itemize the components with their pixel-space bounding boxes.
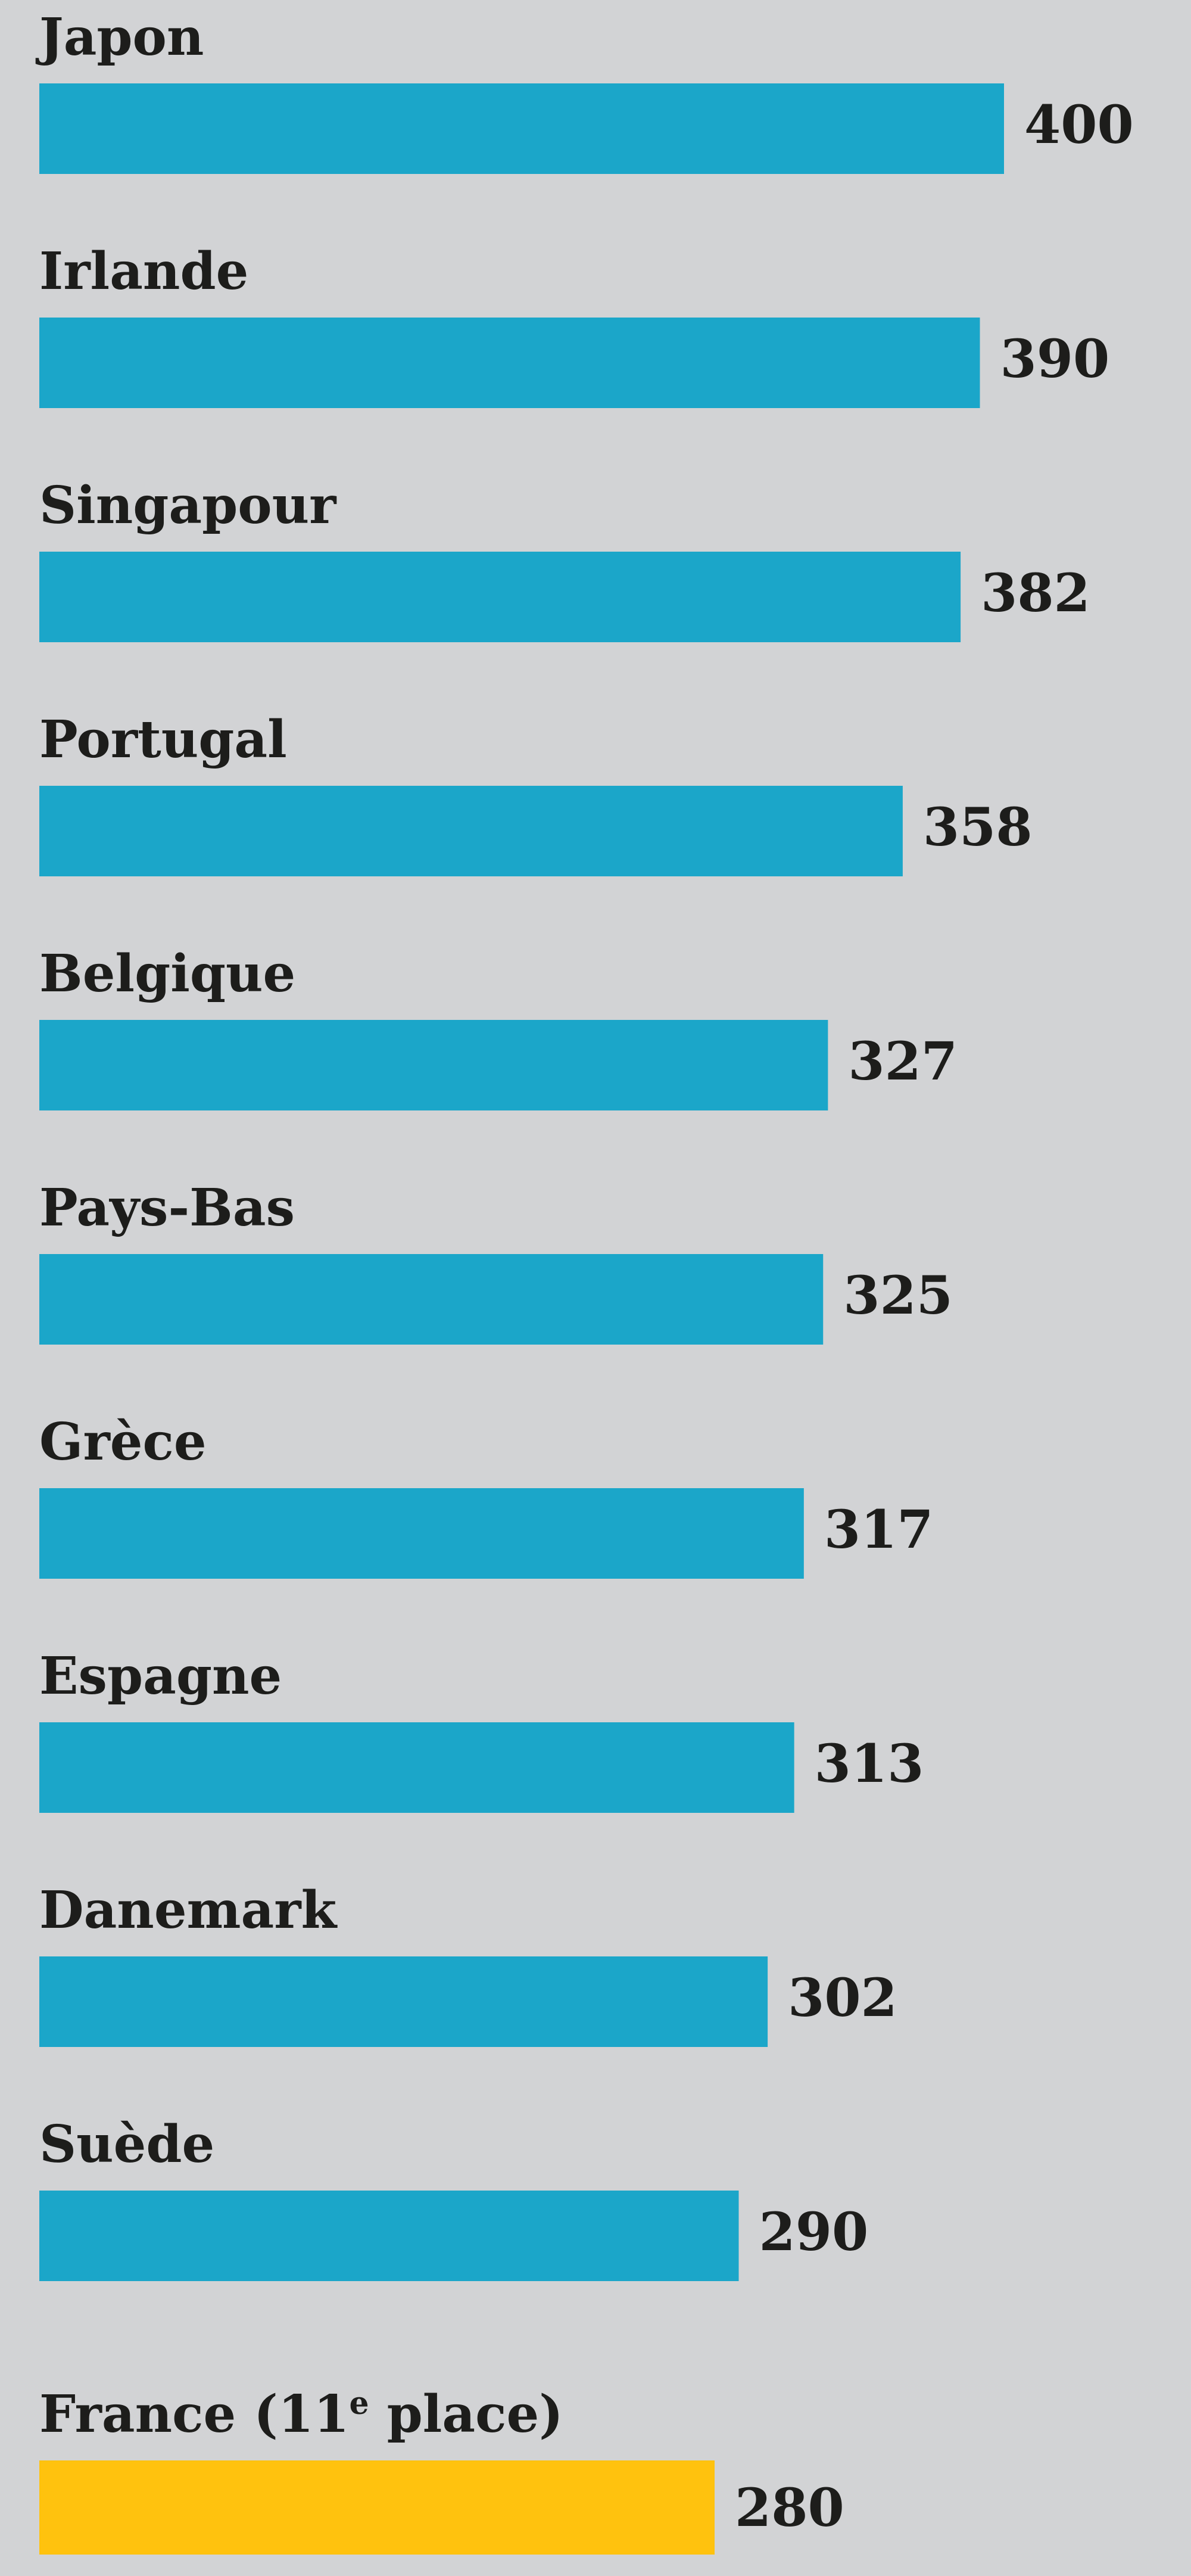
bar-irlande: [39, 318, 980, 408]
value-label-suede: 290: [759, 2201, 869, 2263]
value-label-irlande: 390: [1000, 328, 1110, 390]
value-label-singapour: 382: [981, 562, 1090, 624]
category-label-suede: Suède: [39, 2114, 214, 2174]
category-label-grece: Grèce: [39, 1412, 207, 1472]
france-place-word: place): [387, 2384, 563, 2444]
bar-singapour: [39, 552, 961, 642]
value-label-japon: 400: [1024, 94, 1134, 155]
bar-danemark: [39, 1956, 768, 2047]
category-label-espagne: Espagne: [39, 1646, 282, 1706]
category-label-france: France (11e place): [39, 2366, 563, 2444]
category-label-singapour: Singapour: [39, 475, 337, 536]
value-label-belgique: 327: [848, 1030, 958, 1092]
highlight-layer: France (11e place) 280: [39, 2366, 844, 2555]
category-label-danemark: Danemark: [39, 1880, 338, 1940]
bar-grece: [39, 1488, 804, 1579]
category-label-irlande: Irlande: [39, 241, 248, 301]
category-label-belgique: Belgique: [39, 944, 295, 1004]
value-label-danemark: 302: [788, 1967, 897, 2029]
value-label-portugal: 358: [923, 796, 1033, 858]
value-label-espagne: 313: [815, 1732, 924, 1794]
bar-france: [39, 2460, 715, 2555]
value-label-grece: 317: [824, 1498, 934, 1560]
france-place-number: (11: [254, 2384, 349, 2444]
category-label-pays-bas: Pays-Bas: [39, 1178, 295, 1238]
category-label-portugal: Portugal: [39, 710, 287, 770]
france-place-suffix: e: [350, 2385, 369, 2422]
bar-japon: [39, 83, 1004, 174]
bar-espagne: [39, 1722, 794, 1813]
bar-belgique: [39, 1020, 828, 1110]
value-label-france: 280: [735, 2477, 844, 2538]
bar-portugal: [39, 786, 903, 876]
category-label-japon: Japon: [35, 7, 204, 67]
bar-suede: [39, 2191, 739, 2281]
value-label-pays-bas: 325: [843, 1264, 953, 1326]
france-name: France: [39, 2384, 236, 2444]
bar-pays-bas: [39, 1254, 824, 1345]
bars-layer: Japon 400 Irlande 390 Singapour 382 Portugal 35…: [35, 7, 1134, 2281]
